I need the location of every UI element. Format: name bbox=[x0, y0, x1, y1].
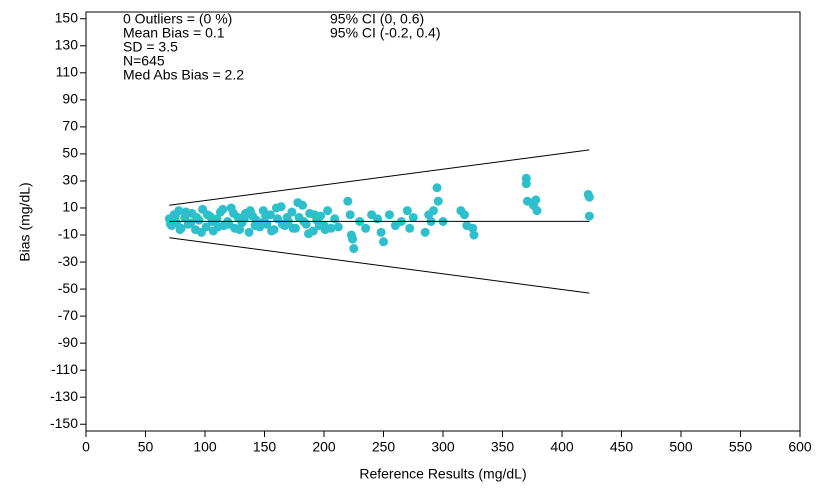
data-point bbox=[309, 210, 319, 220]
data-point bbox=[239, 214, 249, 224]
data-point bbox=[192, 212, 202, 222]
data-point bbox=[469, 230, 479, 240]
data-point bbox=[361, 223, 371, 233]
y-axis-label: Bias (mg/dL) bbox=[17, 182, 33, 261]
y-tick-label: 130 bbox=[55, 36, 79, 52]
y-tick-label: -50 bbox=[58, 280, 78, 296]
x-tick-label: 350 bbox=[491, 439, 515, 455]
data-point bbox=[468, 223, 478, 233]
y-tick-label: 10 bbox=[62, 199, 78, 215]
data-point bbox=[244, 227, 254, 237]
data-point bbox=[213, 222, 223, 232]
annotation: N=645 bbox=[123, 53, 165, 69]
y-tick-label: -10 bbox=[58, 226, 78, 242]
data-point bbox=[181, 207, 191, 217]
data-point bbox=[218, 204, 228, 214]
y-tick-label: 90 bbox=[62, 91, 78, 107]
annotation: 0 Outliers = (0 %) bbox=[123, 11, 232, 27]
data-point bbox=[261, 211, 271, 221]
annotation: Mean Bias = 0.1 bbox=[123, 25, 225, 41]
y-tick-label: -150 bbox=[50, 415, 78, 431]
data-point bbox=[320, 225, 330, 235]
x-tick-label: 100 bbox=[193, 439, 217, 455]
reference-line bbox=[169, 149, 590, 206]
data-point bbox=[420, 227, 430, 237]
data-point bbox=[459, 210, 469, 220]
data-point bbox=[256, 218, 266, 228]
data-point bbox=[528, 200, 538, 210]
data-point bbox=[282, 212, 292, 222]
data-point bbox=[428, 206, 438, 216]
y-tick-label: 110 bbox=[56, 64, 79, 80]
annotation: 95% CI (0, 0.6) bbox=[330, 11, 424, 27]
y-tick-label: -70 bbox=[58, 307, 78, 323]
data-point bbox=[333, 222, 343, 232]
data-point bbox=[245, 206, 255, 216]
x-tick-label: 550 bbox=[729, 439, 753, 455]
data-point bbox=[186, 218, 196, 228]
y-tick-label: -130 bbox=[50, 388, 78, 404]
data-point bbox=[349, 244, 359, 254]
annotation: Med Abs Bias = 2.2 bbox=[123, 67, 244, 83]
y-tick-label: -90 bbox=[58, 334, 78, 350]
data-point bbox=[376, 227, 386, 237]
data-point bbox=[343, 196, 353, 206]
data-point bbox=[170, 211, 180, 221]
data-point bbox=[405, 223, 415, 233]
data-point bbox=[224, 219, 234, 229]
data-point bbox=[323, 206, 333, 216]
reference-line bbox=[169, 237, 590, 294]
x-tick-label: 200 bbox=[312, 439, 336, 455]
data-point bbox=[165, 219, 175, 229]
data-point bbox=[293, 198, 303, 208]
x-tick-label: 250 bbox=[372, 439, 396, 455]
data-point bbox=[202, 210, 212, 220]
x-tick-label: 300 bbox=[431, 439, 455, 455]
data-point bbox=[304, 229, 314, 239]
data-point bbox=[432, 183, 442, 193]
data-point bbox=[196, 227, 206, 237]
y-tick-label: 30 bbox=[62, 172, 78, 188]
data-point bbox=[384, 210, 394, 220]
x-tick-label: 400 bbox=[550, 439, 574, 455]
data-point bbox=[584, 192, 594, 202]
data-point bbox=[373, 214, 383, 224]
y-tick-label: -110 bbox=[51, 361, 78, 377]
data-point bbox=[584, 211, 594, 221]
data-point bbox=[288, 223, 298, 233]
data-point bbox=[345, 210, 355, 220]
x-axis-label: Reference Results (mg/dL) bbox=[359, 466, 526, 482]
data-point bbox=[408, 212, 418, 222]
data-point bbox=[521, 179, 531, 189]
x-tick-label: 50 bbox=[138, 439, 154, 455]
data-point bbox=[433, 196, 443, 206]
data-point bbox=[271, 203, 281, 213]
y-tick-label: 70 bbox=[62, 118, 78, 134]
data-point bbox=[175, 225, 185, 235]
x-tick-label: 600 bbox=[788, 439, 812, 455]
data-point bbox=[402, 206, 412, 216]
x-tick-label: 500 bbox=[669, 439, 693, 455]
data-point bbox=[235, 225, 245, 235]
annotation: SD = 3.5 bbox=[123, 39, 178, 55]
x-tick-label: 150 bbox=[253, 439, 277, 455]
y-tick-label: 150 bbox=[55, 9, 79, 25]
y-tick-label: -30 bbox=[58, 253, 78, 269]
data-point bbox=[267, 226, 277, 236]
data-point bbox=[379, 237, 388, 247]
annotation: 95% CI (-0.2, 0.4) bbox=[330, 25, 441, 41]
data-point bbox=[229, 208, 239, 218]
x-tick-label: 0 bbox=[82, 439, 90, 455]
x-tick-label: 450 bbox=[610, 439, 634, 455]
data-point bbox=[348, 234, 358, 244]
y-tick-label: 50 bbox=[62, 145, 78, 161]
data-point bbox=[277, 219, 287, 229]
data-point bbox=[330, 214, 340, 224]
